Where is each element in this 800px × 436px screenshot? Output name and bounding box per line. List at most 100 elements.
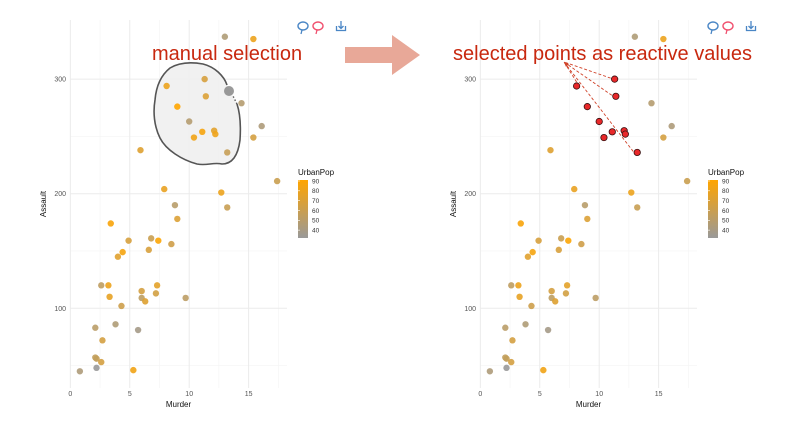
data-point[interactable] xyxy=(182,294,189,302)
data-point[interactable] xyxy=(145,246,152,254)
data-point[interactable] xyxy=(106,293,113,301)
data-point[interactable] xyxy=(147,235,155,242)
data-point[interactable] xyxy=(547,146,554,154)
selected-point[interactable] xyxy=(583,103,591,111)
data-point[interactable] xyxy=(137,146,144,154)
selected-point[interactable] xyxy=(611,75,619,83)
data-point[interactable] xyxy=(515,282,522,289)
data-point[interactable] xyxy=(508,282,515,289)
data-point[interactable] xyxy=(535,237,542,244)
data-point[interactable] xyxy=(528,302,535,310)
data-point[interactable] xyxy=(125,237,132,244)
data-point[interactable] xyxy=(581,201,589,209)
data-point[interactable] xyxy=(99,337,106,344)
data-point[interactable] xyxy=(174,215,181,223)
data-point[interactable] xyxy=(544,326,552,334)
data-point[interactable] xyxy=(93,364,100,372)
data-point[interactable] xyxy=(185,118,193,125)
lasso-deselect-icon[interactable] xyxy=(312,21,324,35)
data-point[interactable] xyxy=(273,177,281,185)
data-point[interactable] xyxy=(238,99,245,107)
data-point[interactable] xyxy=(631,33,639,40)
data-point[interactable] xyxy=(508,358,515,366)
data-point[interactable] xyxy=(486,368,494,375)
data-point[interactable] xyxy=(529,248,536,256)
data-point[interactable] xyxy=(555,246,562,254)
data-point[interactable] xyxy=(92,354,99,361)
selected-point[interactable] xyxy=(595,117,603,126)
data-point[interactable] xyxy=(118,302,125,310)
data-point[interactable] xyxy=(92,324,99,331)
data-point[interactable] xyxy=(524,253,532,260)
data-point[interactable] xyxy=(155,237,162,244)
data-point[interactable] xyxy=(552,298,559,305)
data-point[interactable] xyxy=(562,290,570,297)
data-point[interactable] xyxy=(578,240,585,248)
data-point[interactable] xyxy=(258,122,265,130)
data-point[interactable] xyxy=(174,103,181,110)
data-point[interactable] xyxy=(130,366,137,374)
data-point[interactable] xyxy=(98,358,105,366)
data-point[interactable] xyxy=(153,282,161,289)
data-point[interactable] xyxy=(628,189,635,196)
lasso-deselect-icon[interactable] xyxy=(722,21,734,35)
data-point[interactable] xyxy=(540,366,547,374)
data-point[interactable] xyxy=(119,248,126,256)
data-point[interactable] xyxy=(648,99,655,107)
data-point[interactable] xyxy=(584,215,591,223)
data-point[interactable] xyxy=(221,33,229,40)
data-point[interactable] xyxy=(634,204,641,211)
lasso-select-icon[interactable] xyxy=(707,21,719,35)
selected-point[interactable] xyxy=(612,92,620,100)
lasso-select-icon[interactable] xyxy=(297,21,309,35)
data-point[interactable] xyxy=(212,130,219,138)
lasso-cursor-handle[interactable] xyxy=(224,86,234,96)
download-icon[interactable] xyxy=(335,21,347,32)
data-point[interactable] xyxy=(502,324,509,331)
data-point[interactable] xyxy=(571,185,578,193)
data-point[interactable] xyxy=(171,201,179,209)
data-point[interactable] xyxy=(112,321,119,328)
selected-point[interactable] xyxy=(621,130,629,138)
data-point[interactable] xyxy=(502,354,509,361)
data-point[interactable] xyxy=(224,149,231,156)
data-point[interactable] xyxy=(218,189,225,196)
data-point[interactable] xyxy=(250,35,257,43)
data-point[interactable] xyxy=(516,293,523,301)
data-point[interactable] xyxy=(105,282,112,289)
data-point[interactable] xyxy=(76,368,84,375)
data-point[interactable] xyxy=(548,287,555,295)
data-point[interactable] xyxy=(163,82,170,90)
data-point[interactable] xyxy=(98,282,105,289)
data-point[interactable] xyxy=(509,337,516,344)
selected-point[interactable] xyxy=(600,133,608,142)
data-point[interactable] xyxy=(557,235,565,242)
data-point[interactable] xyxy=(250,134,257,141)
data-point[interactable] xyxy=(563,282,571,289)
data-point[interactable] xyxy=(107,220,114,227)
data-point[interactable] xyxy=(668,122,675,130)
data-point[interactable] xyxy=(565,237,572,244)
data-point[interactable] xyxy=(134,326,142,334)
data-point[interactable] xyxy=(142,298,149,305)
data-point[interactable] xyxy=(592,294,599,302)
data-point[interactable] xyxy=(161,185,168,193)
data-point[interactable] xyxy=(138,287,145,295)
data-point[interactable] xyxy=(503,364,510,372)
data-point[interactable] xyxy=(517,220,524,227)
data-point[interactable] xyxy=(190,134,198,141)
selected-point[interactable] xyxy=(633,148,641,157)
selected-point[interactable] xyxy=(573,82,581,90)
data-point[interactable] xyxy=(224,204,231,211)
data-point[interactable] xyxy=(522,321,529,328)
data-point[interactable] xyxy=(660,35,667,43)
data-point[interactable] xyxy=(114,253,122,260)
data-point[interactable] xyxy=(683,177,691,185)
data-point[interactable] xyxy=(201,75,208,83)
data-point[interactable] xyxy=(660,134,667,141)
data-point[interactable] xyxy=(168,240,175,248)
data-point[interactable] xyxy=(152,290,160,297)
download-icon[interactable] xyxy=(745,21,757,32)
